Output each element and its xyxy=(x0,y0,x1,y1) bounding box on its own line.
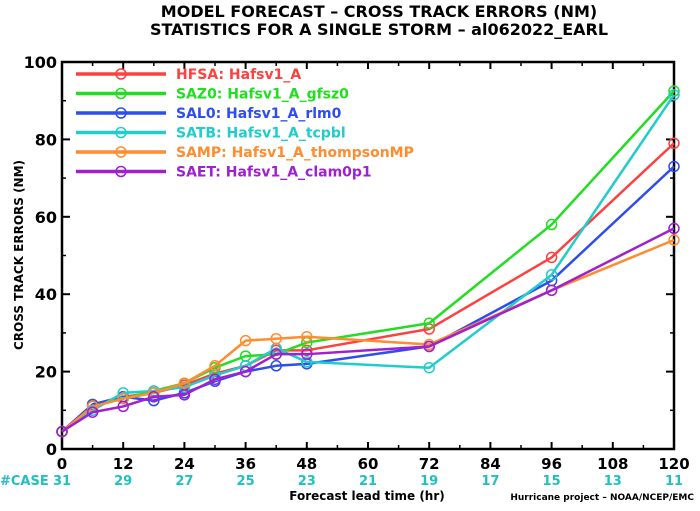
x-tick-label: 36 xyxy=(235,455,256,473)
y-tick-label: 80 xyxy=(35,130,57,149)
series-line xyxy=(61,90,675,433)
legend-entry: HFSA: Hafsv1_A xyxy=(76,67,301,83)
data-point xyxy=(117,400,129,413)
chart-title: MODEL FORECAST – CROSS TRACK ERRORS (NM) xyxy=(161,2,597,21)
y-axis-label: CROSS TRACK ERRORS (NM) xyxy=(12,160,26,350)
legend-label: SAZ0: Hafsv1_A_gfsz0 xyxy=(176,87,349,103)
case-count-value: 29 xyxy=(114,474,132,489)
data-point xyxy=(668,89,680,101)
data-point xyxy=(270,348,282,360)
case-count-value: 17 xyxy=(481,474,499,489)
data-point xyxy=(148,391,160,403)
series-line xyxy=(61,94,676,433)
data-point xyxy=(209,360,221,372)
series-line xyxy=(61,238,675,433)
legend-marker xyxy=(115,146,127,158)
case-count-value: 15 xyxy=(543,474,561,489)
legend-label: SAET: Hafsv1_A_clam0p1 xyxy=(176,165,372,181)
data-point xyxy=(178,377,191,389)
data-point xyxy=(423,340,435,353)
data-point xyxy=(423,317,435,329)
data-point xyxy=(270,360,282,372)
y-tick-label: 40 xyxy=(35,285,57,304)
series-group xyxy=(56,89,680,438)
data-point xyxy=(239,334,252,347)
y-tick-label: 60 xyxy=(35,208,57,227)
x-tick-label: 108 xyxy=(597,455,628,473)
series-group xyxy=(56,234,680,438)
x-tick-label: 24 xyxy=(174,455,195,473)
data-point xyxy=(301,331,313,343)
chart-subtitle: STATISTICS FOR A SINGLE STORM – al062022… xyxy=(150,20,608,39)
data-point xyxy=(56,425,68,438)
x-tick-label: 60 xyxy=(358,455,379,473)
legend-entry: SAL0: Hafsv1_A_rlm0 xyxy=(76,106,342,122)
case-count-value: 31 xyxy=(53,474,71,489)
data-point xyxy=(178,389,191,401)
case-count-label: #CASE xyxy=(0,474,49,489)
x-tick-label: 48 xyxy=(296,455,317,473)
y-tick-label: 0 xyxy=(46,440,57,459)
plot-area: 0311229242736254823602172198417961510813… xyxy=(24,53,690,489)
data-point xyxy=(423,361,435,374)
case-count-value: 23 xyxy=(298,474,316,489)
data-point xyxy=(301,356,313,368)
data-point xyxy=(239,365,252,378)
legend-label: SATB: Hafsv1_A_tcpbl xyxy=(176,126,346,142)
data-point xyxy=(668,222,680,235)
case-count-value: 11 xyxy=(665,474,683,489)
series-group xyxy=(56,85,680,438)
case-count-value: 21 xyxy=(359,474,377,489)
y-tick-label: 100 xyxy=(24,53,57,72)
legend-marker xyxy=(115,165,127,178)
x-axis-label: Forecast lead time (hr) xyxy=(289,489,445,503)
legend-entry: SATB: Hafsv1_A_tcpbl xyxy=(76,126,346,142)
legend-marker xyxy=(115,68,127,80)
x-tick-label: 0 xyxy=(57,455,67,473)
x-tick-label: 96 xyxy=(541,455,562,473)
data-point xyxy=(545,251,558,264)
data-point xyxy=(545,218,558,231)
data-point xyxy=(545,284,558,297)
case-count-value: 19 xyxy=(420,474,438,489)
data-point xyxy=(209,373,221,386)
case-count-value: 13 xyxy=(604,474,622,489)
legend-entry: SAET: Hafsv1_A_clam0p1 xyxy=(76,165,372,181)
legend-entry: SAMP: Hafsv1_A_thompsonMP xyxy=(76,145,414,161)
legend-marker xyxy=(115,107,127,119)
legend-label: SAMP: Hafsv1_A_thompsonMP xyxy=(176,145,414,161)
case-count-value: 27 xyxy=(175,474,193,489)
credit-text: Hurricane project – NOAA/NCEP/EMC xyxy=(510,493,694,503)
data-point xyxy=(545,269,558,281)
legend-label: SAL0: Hafsv1_A_rlm0 xyxy=(176,106,342,122)
data-point xyxy=(668,160,680,173)
x-tick-label: 84 xyxy=(480,455,501,473)
data-point xyxy=(668,234,680,246)
x-tick-label: 72 xyxy=(419,455,440,473)
x-tick-label: 12 xyxy=(113,455,134,473)
data-point xyxy=(668,137,680,150)
y-tick-label: 20 xyxy=(35,363,57,382)
series-group xyxy=(56,222,680,438)
legend-marker xyxy=(115,126,127,139)
data-point xyxy=(270,332,282,345)
x-tick-label: 120 xyxy=(658,455,689,473)
legend-entry: SAZ0: Hafsv1_A_gfsz0 xyxy=(76,87,349,103)
data-point xyxy=(86,406,99,418)
case-count-value: 25 xyxy=(237,474,255,489)
data-point xyxy=(301,348,313,360)
legend-label: HFSA: Hafsv1_A xyxy=(176,67,301,83)
data-point xyxy=(117,392,129,405)
legend-marker xyxy=(115,87,127,100)
